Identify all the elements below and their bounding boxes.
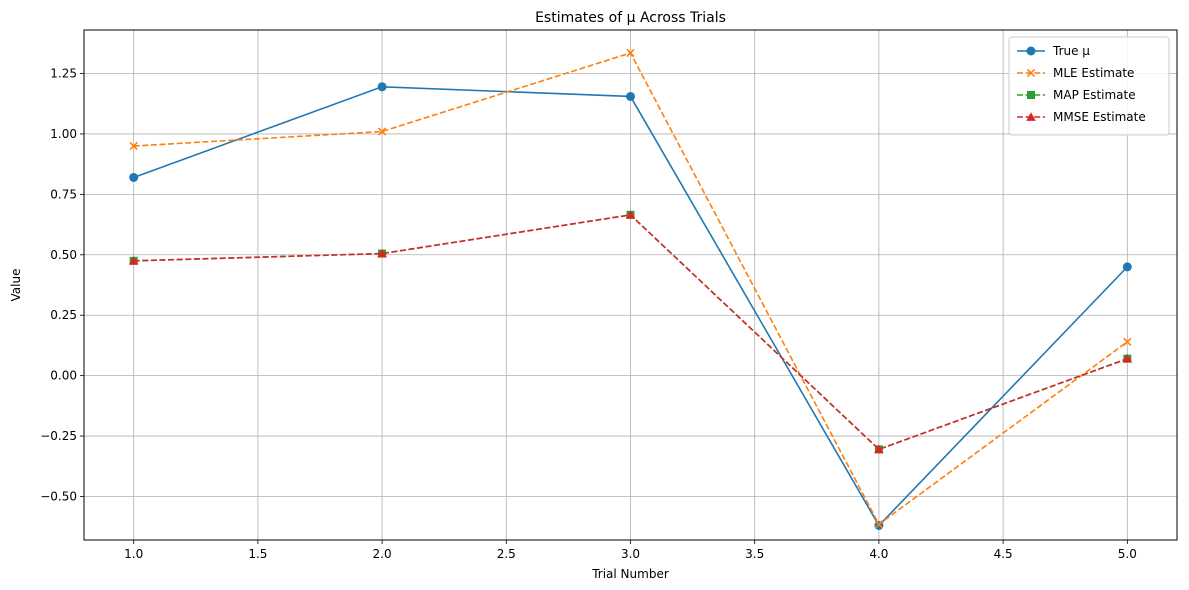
y-tick-label: −0.50 — [40, 489, 77, 503]
data-point — [1122, 262, 1132, 272]
series-mle-estimate — [129, 48, 1132, 529]
y-tick-label: 0.25 — [50, 308, 77, 322]
y-tick-label: 1.25 — [50, 67, 77, 81]
series-layer — [128, 48, 1133, 530]
data-point — [377, 248, 387, 258]
data-point — [377, 127, 387, 136]
legend-marker — [1026, 68, 1036, 78]
legend-item: True μ — [1017, 44, 1090, 58]
y-tick-label: −0.25 — [40, 429, 77, 443]
legend-marker — [1027, 91, 1035, 99]
data-point — [129, 141, 138, 151]
legend-item: MLE Estimate — [1017, 66, 1134, 80]
grid — [84, 30, 1177, 540]
data-point — [626, 48, 635, 58]
y-tick-label: 0.50 — [50, 248, 77, 262]
data-point — [377, 82, 387, 92]
x-tick-label: 5.0 — [1118, 547, 1137, 561]
data-point — [129, 172, 139, 182]
y-axis-title: Value — [9, 269, 23, 302]
chart-title: Estimates of μ Across Trials — [535, 10, 726, 26]
legend-box — [1008, 36, 1170, 136]
x-tick-label: 3.0 — [621, 547, 640, 561]
data-point — [626, 91, 635, 101]
x-tick-label: 2.0 — [373, 547, 392, 561]
data-point — [625, 210, 636, 219]
x-tick-label: 4.0 — [869, 547, 888, 561]
x-axis: 1.0 1.5 2.0 2.5 3.0 3.5 4.0 4.5 5.0 — [124, 540, 1137, 561]
x-tick-label: 2.5 — [497, 547, 516, 561]
legend-label: True μ — [1052, 44, 1090, 58]
data-point — [1122, 353, 1133, 363]
y-axis: −0.50 −0.25 0.00 0.25 0.50 0.75 1.00 1.25 — [40, 67, 84, 503]
y-tick-label: 0.00 — [50, 369, 77, 383]
series-true — [129, 82, 1132, 530]
y-tick-label: 1.00 — [50, 127, 77, 141]
legend-item: MAP Estimate — [1017, 88, 1136, 102]
y-tick-label: 0.75 — [50, 187, 77, 201]
x-tick-label: 3.5 — [745, 547, 764, 561]
x-tick-label: 1.0 — [124, 547, 143, 561]
series-mmse-estimate — [128, 210, 1133, 454]
data-point — [1123, 337, 1132, 346]
x-tick-label: 1.5 — [248, 547, 267, 561]
x-axis-title: Trial Number — [591, 567, 669, 581]
legend: True μ MLE Estimate MAP Estimate MMSE Estim… — [1008, 36, 1170, 136]
legend-label: MLE Estimate — [1053, 66, 1134, 80]
legend-label: MAP Estimate — [1053, 88, 1136, 102]
legend-item: MMSE Estimate — [1017, 110, 1146, 124]
x-tick-label: 4.5 — [994, 547, 1013, 561]
data-point — [128, 256, 139, 265]
legend-marker — [1026, 46, 1036, 56]
legend-marker — [1026, 112, 1036, 121]
data-point — [874, 520, 884, 529]
data-point — [874, 444, 884, 454]
legend-label: MMSE Estimate — [1053, 110, 1146, 124]
